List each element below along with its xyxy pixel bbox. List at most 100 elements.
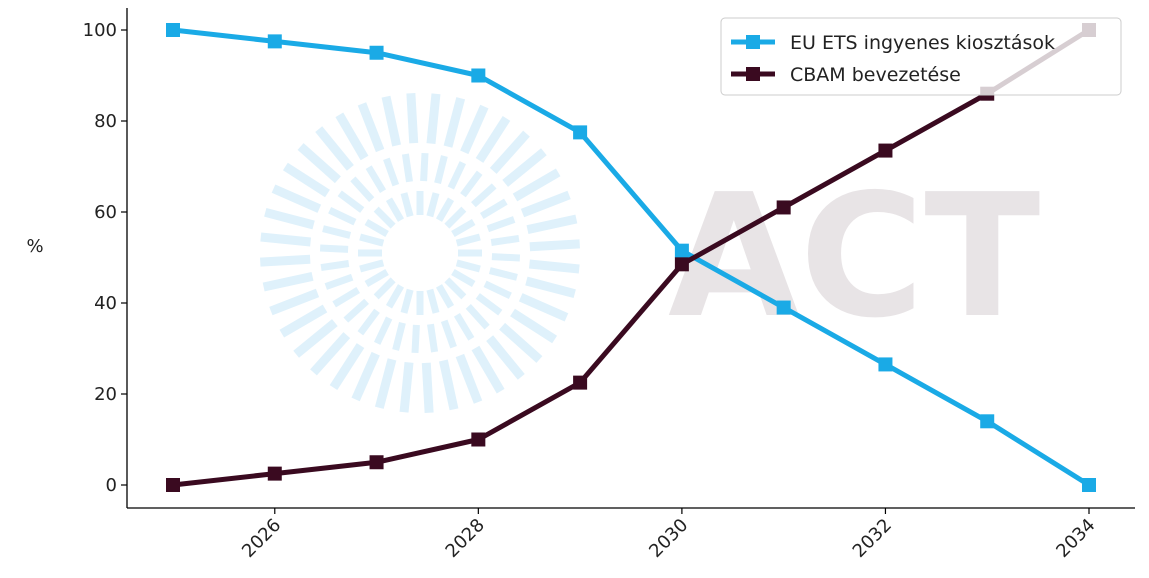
watermark-ray: [264, 207, 315, 230]
watermark-ray: [364, 268, 389, 288]
watermark-ray: [310, 332, 351, 376]
watermark-ray: [471, 345, 505, 394]
watermark-ray: [293, 319, 338, 358]
watermark-ray: [337, 190, 365, 213]
watermark-ray: [465, 304, 490, 330]
data-point: [166, 478, 180, 492]
watermark-ray: [373, 277, 396, 300]
watermark-ray: [435, 284, 455, 309]
x-tick-label: 2026: [238, 515, 285, 562]
legend-box: [720, 17, 1122, 96]
watermark-ray: [392, 321, 406, 351]
watermark-ray: [262, 271, 314, 292]
data-point: [573, 375, 588, 390]
watermark-ray: [385, 197, 405, 222]
x-tick-label: 2028: [442, 515, 489, 562]
watermark-ray: [426, 93, 441, 144]
watermark-ray: [490, 234, 520, 246]
data-point: [878, 357, 893, 372]
watermark-ray: [443, 97, 466, 148]
watermark-ray: [374, 358, 397, 409]
watermark-ray: [475, 115, 511, 163]
watermark-ray: [373, 206, 396, 229]
watermark-ray: [328, 206, 357, 226]
watermark-ray: [488, 267, 518, 281]
watermark-ray: [320, 260, 350, 272]
watermark-ray: [269, 288, 320, 316]
watermark-ray: [400, 192, 414, 218]
data-point: [267, 466, 282, 481]
watermark-ray: [411, 324, 420, 354]
y-tick-label: 0: [106, 475, 117, 496]
watermark-ray: [451, 268, 476, 288]
watermark: ACT: [260, 93, 1040, 413]
watermark-ray: [471, 183, 497, 208]
watermark-ray: [271, 184, 322, 213]
watermark-ray: [520, 190, 571, 218]
watermark-logo: [260, 93, 580, 413]
watermark-ray: [427, 323, 439, 353]
watermark-ray: [399, 362, 414, 413]
legend-swatch-marker: [746, 35, 760, 49]
watermark-ray: [512, 168, 561, 202]
watermark-ray: [526, 214, 578, 235]
watermark-ray: [426, 288, 440, 314]
watermark-ray: [329, 343, 365, 391]
watermark-ray: [529, 259, 580, 274]
watermark-ray: [315, 126, 354, 171]
watermark-ray: [479, 198, 508, 220]
watermark-ray: [421, 362, 434, 413]
data-point: [369, 455, 384, 470]
y-tick-label: 100: [83, 20, 117, 41]
y-tick-label: 60: [94, 202, 117, 223]
data-point: [267, 34, 282, 49]
watermark-ray: [343, 298, 369, 323]
watermark-ray: [359, 233, 385, 247]
watermark-ray: [400, 288, 414, 314]
watermark-ray: [502, 148, 547, 187]
series-line: [172, 27, 1091, 488]
watermark-ray: [279, 304, 328, 338]
legend-label: EU ETS ingyenes kiosztások: [790, 32, 1055, 54]
x-tick-label: 2030: [645, 515, 692, 562]
watermark-ray: [406, 93, 419, 144]
watermark-ray: [499, 322, 543, 363]
data-point: [471, 68, 486, 83]
watermark-ray: [447, 161, 467, 190]
data-point: [573, 125, 588, 140]
series-1: [166, 23, 1096, 492]
watermark-ray: [332, 286, 361, 308]
y-axis-label: %: [26, 236, 43, 257]
watermark-ray: [322, 225, 352, 239]
x-tick-label: 2032: [849, 515, 896, 562]
y-tick-label: 80: [94, 111, 117, 132]
watermark-ray: [365, 165, 387, 194]
watermark-ray: [455, 353, 483, 404]
watermark-ray: [529, 239, 580, 252]
watermark-ray: [324, 273, 354, 290]
series-line: [172, 27, 1091, 488]
series-layer: [166, 23, 1096, 492]
watermark-ray: [420, 152, 429, 182]
data-point: [471, 432, 486, 447]
watermark-ray: [455, 233, 481, 247]
watermark-ray: [438, 359, 459, 411]
watermark-ray: [444, 277, 467, 300]
watermark-ray: [486, 216, 516, 233]
watermark-ray: [475, 293, 503, 316]
watermark-ray: [460, 170, 483, 198]
y-tick-label: 20: [94, 384, 117, 405]
watermark-ray: [401, 153, 413, 183]
data-point: [369, 45, 384, 60]
watermark-ray: [335, 112, 369, 161]
watermark-ray: [357, 308, 380, 336]
x-tick-label: 2034: [1052, 515, 1099, 562]
watermark-ray: [486, 335, 525, 380]
watermark-ray: [525, 276, 576, 299]
watermark-ray: [440, 319, 457, 349]
watermark-ray: [359, 259, 385, 273]
watermark-ray: [518, 293, 569, 322]
watermark-ray: [510, 308, 558, 344]
watermark-text: ACT: [668, 158, 1040, 356]
